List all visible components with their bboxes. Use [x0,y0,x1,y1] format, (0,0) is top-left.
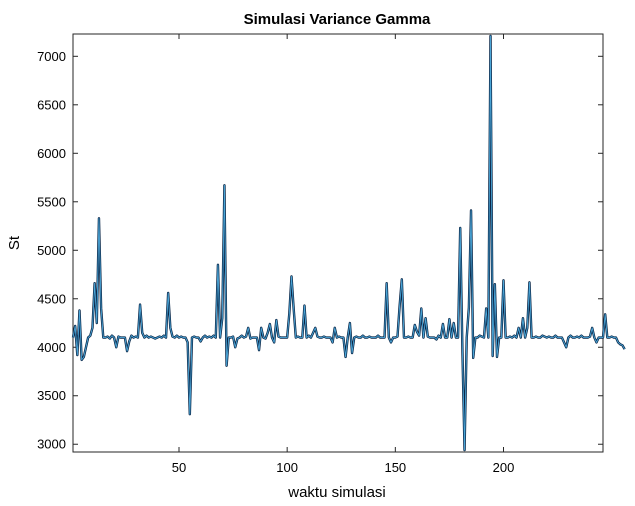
x-tick-label: 150 [384,460,406,475]
x-axis: 50 100 150 200 [172,34,515,475]
y-tick-label: 5000 [37,243,66,258]
y-axis: 3000 3500 4000 4500 5000 5500 6000 6500 7000 [37,49,603,452]
plot-frame [72,33,604,453]
series-layer [71,34,626,452]
y-tick-label: 5500 [37,194,66,209]
y-tick-label: 4000 [37,340,66,355]
x-tick-label: 100 [276,460,298,475]
y-tick-label: 6500 [37,97,66,112]
chart-title: Simulasi Variance Gamma [244,11,431,28]
y-tick-label: 4500 [37,291,66,306]
y-tick-label: 3000 [37,437,66,452]
y-tick-label: 6000 [37,146,66,161]
y-tick-label: 7000 [37,49,66,64]
series-line [72,35,626,451]
x-tick-label: 50 [172,460,186,475]
x-axis-label: waktu simulasi [287,484,386,501]
y-axis-label: St [6,235,23,250]
x-tick-label: 200 [493,460,515,475]
y-tick-label: 3500 [37,388,66,403]
